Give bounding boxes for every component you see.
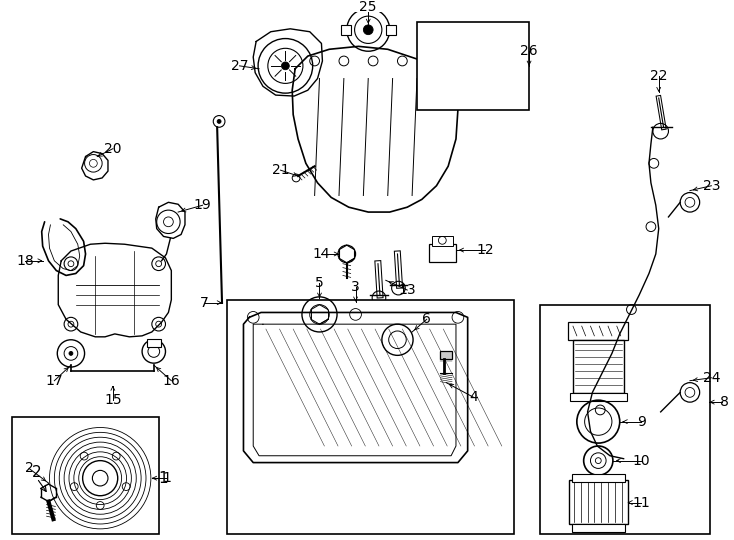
Text: 13: 13 — [399, 283, 416, 297]
Text: 2: 2 — [32, 465, 42, 480]
Text: 5: 5 — [315, 276, 324, 290]
Text: 25: 25 — [360, 1, 377, 15]
Text: 16: 16 — [162, 374, 181, 388]
Text: 23: 23 — [702, 179, 720, 193]
Text: 15: 15 — [104, 393, 122, 407]
Text: 7: 7 — [200, 296, 209, 310]
Text: 22: 22 — [650, 69, 667, 83]
Circle shape — [217, 119, 221, 123]
Text: 2: 2 — [25, 461, 33, 475]
Bar — [12, 417, 159, 534]
Text: 24: 24 — [702, 371, 720, 385]
Bar — [341, 25, 351, 35]
Text: 20: 20 — [104, 141, 122, 156]
Ellipse shape — [459, 58, 488, 73]
Text: 27: 27 — [230, 59, 248, 73]
Bar — [570, 393, 627, 401]
Circle shape — [363, 25, 373, 35]
Text: 4: 4 — [469, 390, 478, 404]
Ellipse shape — [449, 36, 478, 51]
Bar — [429, 244, 456, 262]
Text: 10: 10 — [633, 454, 650, 468]
Bar — [417, 22, 529, 110]
Bar — [568, 322, 628, 340]
Bar — [569, 480, 628, 524]
Text: 1: 1 — [159, 471, 168, 485]
Text: 11: 11 — [632, 496, 650, 510]
Text: 1: 1 — [162, 471, 171, 485]
Bar — [539, 305, 711, 534]
Bar — [147, 339, 161, 347]
Bar — [572, 524, 625, 532]
Ellipse shape — [440, 63, 468, 78]
Circle shape — [281, 62, 289, 70]
Text: 8: 8 — [719, 395, 728, 409]
Text: 9: 9 — [636, 415, 646, 429]
Text: 14: 14 — [313, 247, 330, 261]
Bar — [386, 25, 396, 35]
Circle shape — [69, 352, 73, 355]
Text: 19: 19 — [194, 198, 211, 212]
Text: 18: 18 — [16, 254, 34, 268]
Text: 26: 26 — [520, 44, 538, 58]
Bar — [573, 340, 624, 393]
Text: 12: 12 — [476, 243, 494, 257]
Bar — [227, 300, 515, 534]
Bar — [432, 237, 453, 246]
Bar — [440, 352, 452, 359]
Text: 6: 6 — [422, 312, 431, 326]
Text: 3: 3 — [351, 280, 360, 294]
Text: 21: 21 — [272, 163, 289, 177]
Text: 17: 17 — [46, 374, 63, 388]
Ellipse shape — [469, 42, 498, 57]
Bar — [572, 474, 625, 482]
Ellipse shape — [430, 42, 459, 57]
